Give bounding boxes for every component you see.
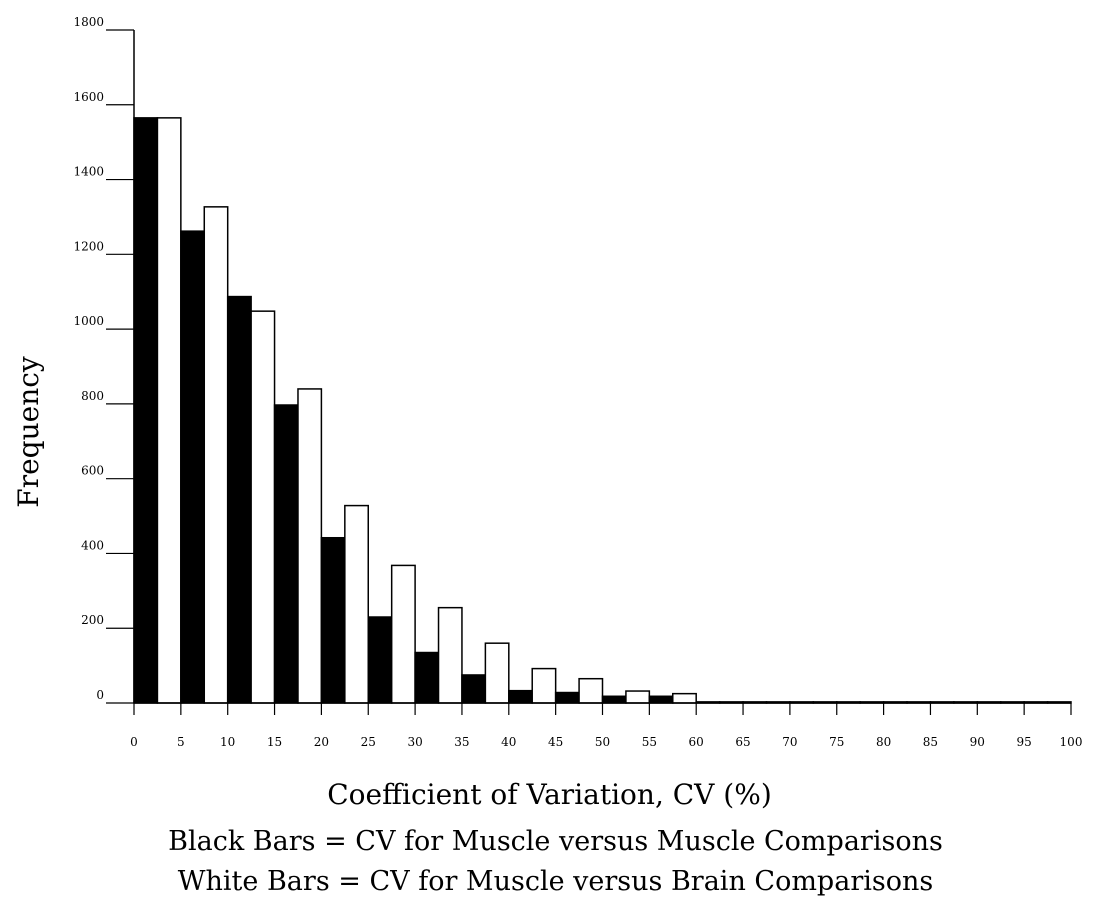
white-bar-15 (297, 388, 323, 704)
histogram-chart: 0 200 400 600 800 1000 1200 1400 1600 1800 0 5 10 15… (12, 15, 1082, 749)
y-tick-label-1800: 1800 (73, 15, 104, 29)
y-tick-label-1400: 1400 (73, 165, 104, 179)
white-bar-25 (390, 564, 416, 704)
x-tick-label-70: 70 (782, 735, 797, 749)
x-tick-label-0: 0 (130, 735, 138, 749)
x-tick-label-75: 75 (829, 735, 844, 749)
black-bar-45 (554, 691, 580, 704)
black-bar-0 (133, 117, 159, 704)
white-bar-55 (672, 692, 697, 704)
white-bar-5 (203, 206, 229, 704)
y-tick-label-0: 0 (96, 688, 104, 702)
black-bar-50 (601, 695, 627, 704)
y-axis-label: Frequency (12, 356, 45, 508)
white-bar-30 (437, 606, 463, 704)
white-bar-50 (625, 690, 651, 704)
x-tick-label-35: 35 (454, 735, 469, 749)
white-bar-45 (578, 677, 604, 704)
black-bar-25 (367, 616, 393, 704)
x-tick-label-85: 85 (923, 735, 938, 749)
y-tick-label-200: 200 (81, 613, 104, 627)
x-tick-label-80: 80 (876, 735, 891, 749)
bars-layer (133, 117, 1072, 704)
black-bar-30 (414, 651, 440, 704)
white-bar-10 (250, 310, 276, 704)
y-tick-label-600: 600 (81, 464, 104, 478)
black-bar-55 (648, 695, 674, 704)
x-tick-label-90: 90 (970, 735, 985, 749)
white-bar-40 (531, 667, 557, 704)
black-bar-10 (226, 295, 252, 704)
legend-white-bars: White Bars = CV for Muscle versus Brain … (177, 866, 934, 897)
black-bar-20 (320, 536, 346, 704)
black-bar-15 (273, 404, 299, 704)
legend-black-bars: Black Bars = CV for Muscle versus Muscle… (168, 826, 943, 857)
y-tick-label-1000: 1000 (73, 314, 104, 328)
y-tick-label-1200: 1200 (73, 239, 104, 253)
x-tick-label-55: 55 (642, 735, 657, 749)
x-axis-label: Coefficient of Variation, CV (%) (327, 778, 772, 811)
y-tick-label-400: 400 (81, 538, 104, 552)
x-tick-label-65: 65 (735, 735, 750, 749)
white-bar-20 (344, 504, 369, 704)
x-tick-label-40: 40 (501, 735, 516, 749)
x-tick-label-15: 15 (267, 735, 282, 749)
black-bar-5 (180, 230, 206, 704)
x-tick-label-5: 5 (177, 735, 185, 749)
x-tick-label-30: 30 (407, 735, 422, 749)
x-tick-label-20: 20 (314, 735, 329, 749)
white-bar-35 (484, 642, 510, 704)
y-tick-label-800: 800 (81, 389, 104, 403)
x-tick-label-95: 95 (1017, 735, 1032, 749)
x-tick-label-60: 60 (689, 735, 704, 749)
x-ticks: 0 5 10 15 20 25 30 35 40 45 50 55 60 65 70 75 80 85 90 95 10… (130, 703, 1082, 749)
y-tick-label-1600: 1600 (73, 90, 104, 104)
x-tick-label-10: 10 (220, 735, 235, 749)
x-tick-label-100: 100 (1060, 735, 1083, 749)
black-bar-35 (461, 674, 487, 704)
x-tick-label-45: 45 (548, 735, 563, 749)
white-bar-0 (156, 117, 182, 704)
black-bar-40 (508, 689, 533, 704)
x-tick-label-25: 25 (361, 735, 376, 749)
x-tick-label-50: 50 (595, 735, 610, 749)
y-ticks: 0 200 400 600 800 1000 1200 1400 1600 1800 (73, 15, 134, 704)
